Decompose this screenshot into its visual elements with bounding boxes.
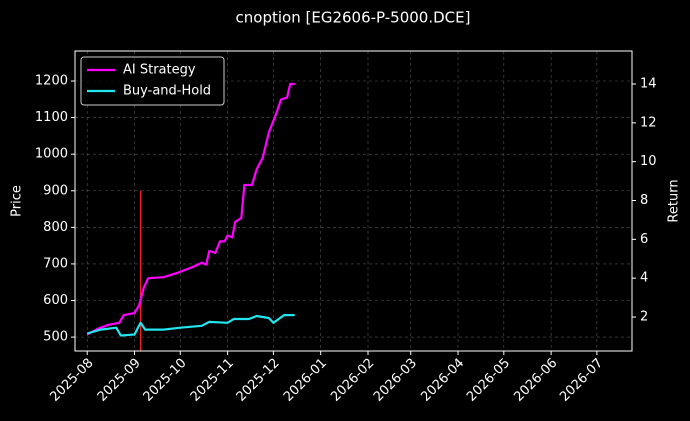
y2-tick-label: 2	[640, 310, 648, 325]
y-tick-label: 500	[43, 330, 68, 345]
series-line	[86, 314, 295, 337]
y2-tick-label: 14	[640, 77, 657, 92]
series-line	[86, 82, 295, 336]
y2-tick-label: 12	[640, 115, 657, 130]
legend-label: Buy-and-Hold	[123, 84, 211, 99]
chart-title: cnoption [EG2606-P-5000.DCE]	[236, 9, 471, 27]
y-tick-label: 700	[43, 256, 68, 271]
legend-label: AI Strategy	[123, 63, 196, 78]
y-tick-label: 800	[43, 220, 68, 235]
y-tick-label: 1200	[35, 74, 68, 89]
y2-tick-label: 6	[640, 232, 648, 247]
y-tick-label: 1000	[35, 147, 68, 162]
legend-box	[80, 56, 225, 106]
y2-tick-label: 4	[640, 271, 648, 286]
y-tick-label: 1100	[35, 110, 68, 125]
y2-tick-label: 8	[640, 193, 648, 208]
y-tick-label: 600	[43, 293, 68, 308]
y-axis-label: Price	[10, 185, 25, 217]
y2-tick-label: 10	[640, 154, 657, 169]
y-tick-label: 900	[43, 183, 68, 198]
y2-axis-label: Return	[667, 179, 682, 222]
plot-frame	[74, 50, 633, 352]
